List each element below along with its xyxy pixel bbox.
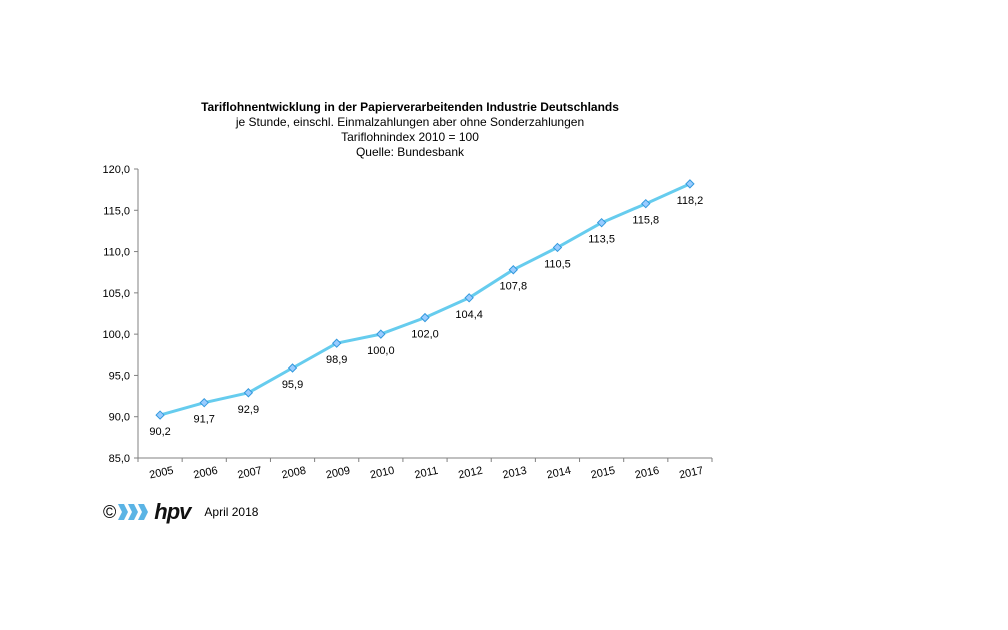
data-label: 115,8	[632, 215, 659, 227]
x-tick-label: 2015	[590, 465, 616, 482]
y-tick-label: 115,0	[103, 205, 130, 217]
data-point-marker	[331, 338, 342, 348]
data-label: 118,2	[677, 195, 704, 207]
y-tick-label: 85,0	[109, 453, 130, 465]
footer: © hpv April 2018	[103, 499, 259, 524]
chart-subtitle-3: Quelle: Bundesbank	[355, 145, 465, 159]
chart-title: Tariflohnentwicklung in der Papierverarb…	[201, 100, 619, 114]
series-line	[159, 182, 691, 417]
data-label: 100,0	[367, 345, 395, 357]
data-point-marker	[155, 410, 165, 420]
data-label: 91,7	[194, 414, 215, 426]
data-point-marker	[464, 293, 474, 303]
x-tick-label: 2014	[546, 465, 572, 482]
x-tick-label: 2012	[457, 465, 483, 482]
data-label: 92,9	[238, 404, 259, 416]
data-label: 95,9	[282, 379, 303, 391]
data-label: 107,8	[500, 281, 528, 293]
x-tick-label: 2013	[501, 465, 527, 482]
x-tick-label: 2008	[281, 465, 307, 482]
data-label: 90,2	[149, 426, 170, 438]
x-tick-label: 2016	[634, 465, 660, 482]
hpv-logo-icon	[118, 502, 149, 522]
date-label: April 2018	[204, 505, 259, 519]
x-axis-ticks: 2005 2006 2007 2008 2009 2010 2011 2012 2013 2014…	[137, 458, 713, 482]
data-labels: 90,2 91,7 92,9 95,9 98,9 100,0 102,0 104,4 107,8…	[149, 195, 703, 438]
data-series	[155, 179, 695, 420]
data-point-marker	[420, 312, 430, 323]
data-point-marker	[508, 265, 519, 275]
data-point-marker	[243, 388, 254, 398]
data-label: 104,4	[455, 309, 483, 321]
y-tick-label: 110,0	[103, 247, 130, 259]
data-point-marker	[199, 397, 209, 408]
data-point-marker	[685, 179, 695, 189]
chart-axes	[137, 169, 712, 459]
chart-subtitle-1: je Stunde, einschl. Einmalzahlungen aber…	[235, 115, 585, 129]
data-point-marker	[641, 198, 651, 209]
data-label: 102,0	[411, 329, 439, 341]
x-tick-label: 2007	[237, 465, 263, 482]
x-tick-label: 2010	[369, 465, 395, 482]
data-point-marker	[376, 329, 386, 339]
data-label: 110,5	[544, 258, 571, 270]
data-point-marker	[596, 217, 607, 228]
data-label: 113,5	[588, 234, 615, 246]
copyright-symbol: ©	[103, 501, 117, 522]
hpv-logo-text: hpv	[154, 499, 191, 524]
x-tick-label: 2005	[148, 465, 174, 482]
y-tick-label: 105,0	[102, 288, 130, 300]
data-point-marker	[552, 242, 563, 253]
x-tick-label: 2009	[325, 465, 351, 482]
chart-subtitle-2: Tariflohnindex 2010 = 100	[341, 130, 479, 144]
x-tick-label: 2017	[678, 465, 704, 482]
y-axis-ticks: 85,0 90,0 95,0 100,0 105,0 110,0 115,0 120,0	[102, 164, 138, 465]
y-tick-label: 95,0	[109, 370, 130, 382]
chart-titles: Tariflohnentwicklung in der Papierverarb…	[110, 100, 710, 160]
x-tick-label: 2011	[414, 465, 440, 482]
data-label: 98,9	[326, 354, 347, 366]
x-tick-label: 2006	[192, 465, 218, 482]
data-point-marker	[287, 363, 298, 373]
y-tick-label: 100,0	[102, 329, 130, 341]
y-tick-label: 90,0	[109, 412, 130, 424]
y-tick-label: 120,0	[102, 164, 130, 176]
